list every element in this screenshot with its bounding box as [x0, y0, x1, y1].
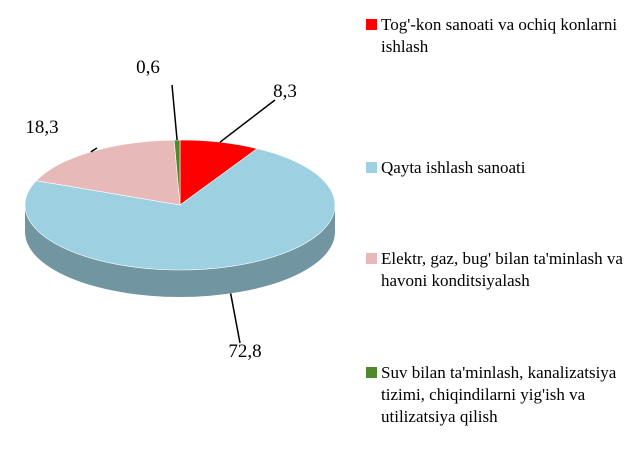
legend-swatch	[366, 162, 377, 173]
data-label: 72,8	[228, 341, 261, 362]
pie-slice	[24, 148, 336, 271]
legend-label: Qayta ishlash sanoati	[381, 158, 526, 177]
legend-label: Tog'-kon sanoati va ochiq konlarni ishla…	[381, 15, 618, 56]
legend-swatch	[366, 367, 377, 378]
legend-item: Qayta ishlash sanoati	[366, 157, 626, 179]
data-label: 8,3	[273, 81, 297, 102]
data-label: 18,3	[25, 117, 58, 138]
leader-line	[219, 99, 276, 143]
legend-swatch	[366, 19, 377, 30]
legend-item: Tog'-kon sanoati va ochiq konlarni ishla…	[366, 14, 626, 58]
legend-label: Suv bilan ta'minlash, kanalizatsiya tizi…	[381, 363, 617, 426]
legend-swatch	[366, 253, 377, 264]
pie-slice	[35, 139, 181, 206]
leader-line	[171, 84, 178, 141]
leader-line	[229, 293, 241, 344]
leader-line	[90, 147, 98, 153]
legend-item: Elektr, gaz, bug' bilan ta'minlash va ha…	[366, 248, 626, 292]
legend-item: Suv bilan ta'minlash, kanalizatsiya tizi…	[366, 362, 626, 428]
legend-label: Elektr, gaz, bug' bilan ta'minlash va ha…	[381, 249, 623, 290]
pie-side	[25, 205, 335, 297]
data-label: 0,6	[136, 57, 160, 78]
